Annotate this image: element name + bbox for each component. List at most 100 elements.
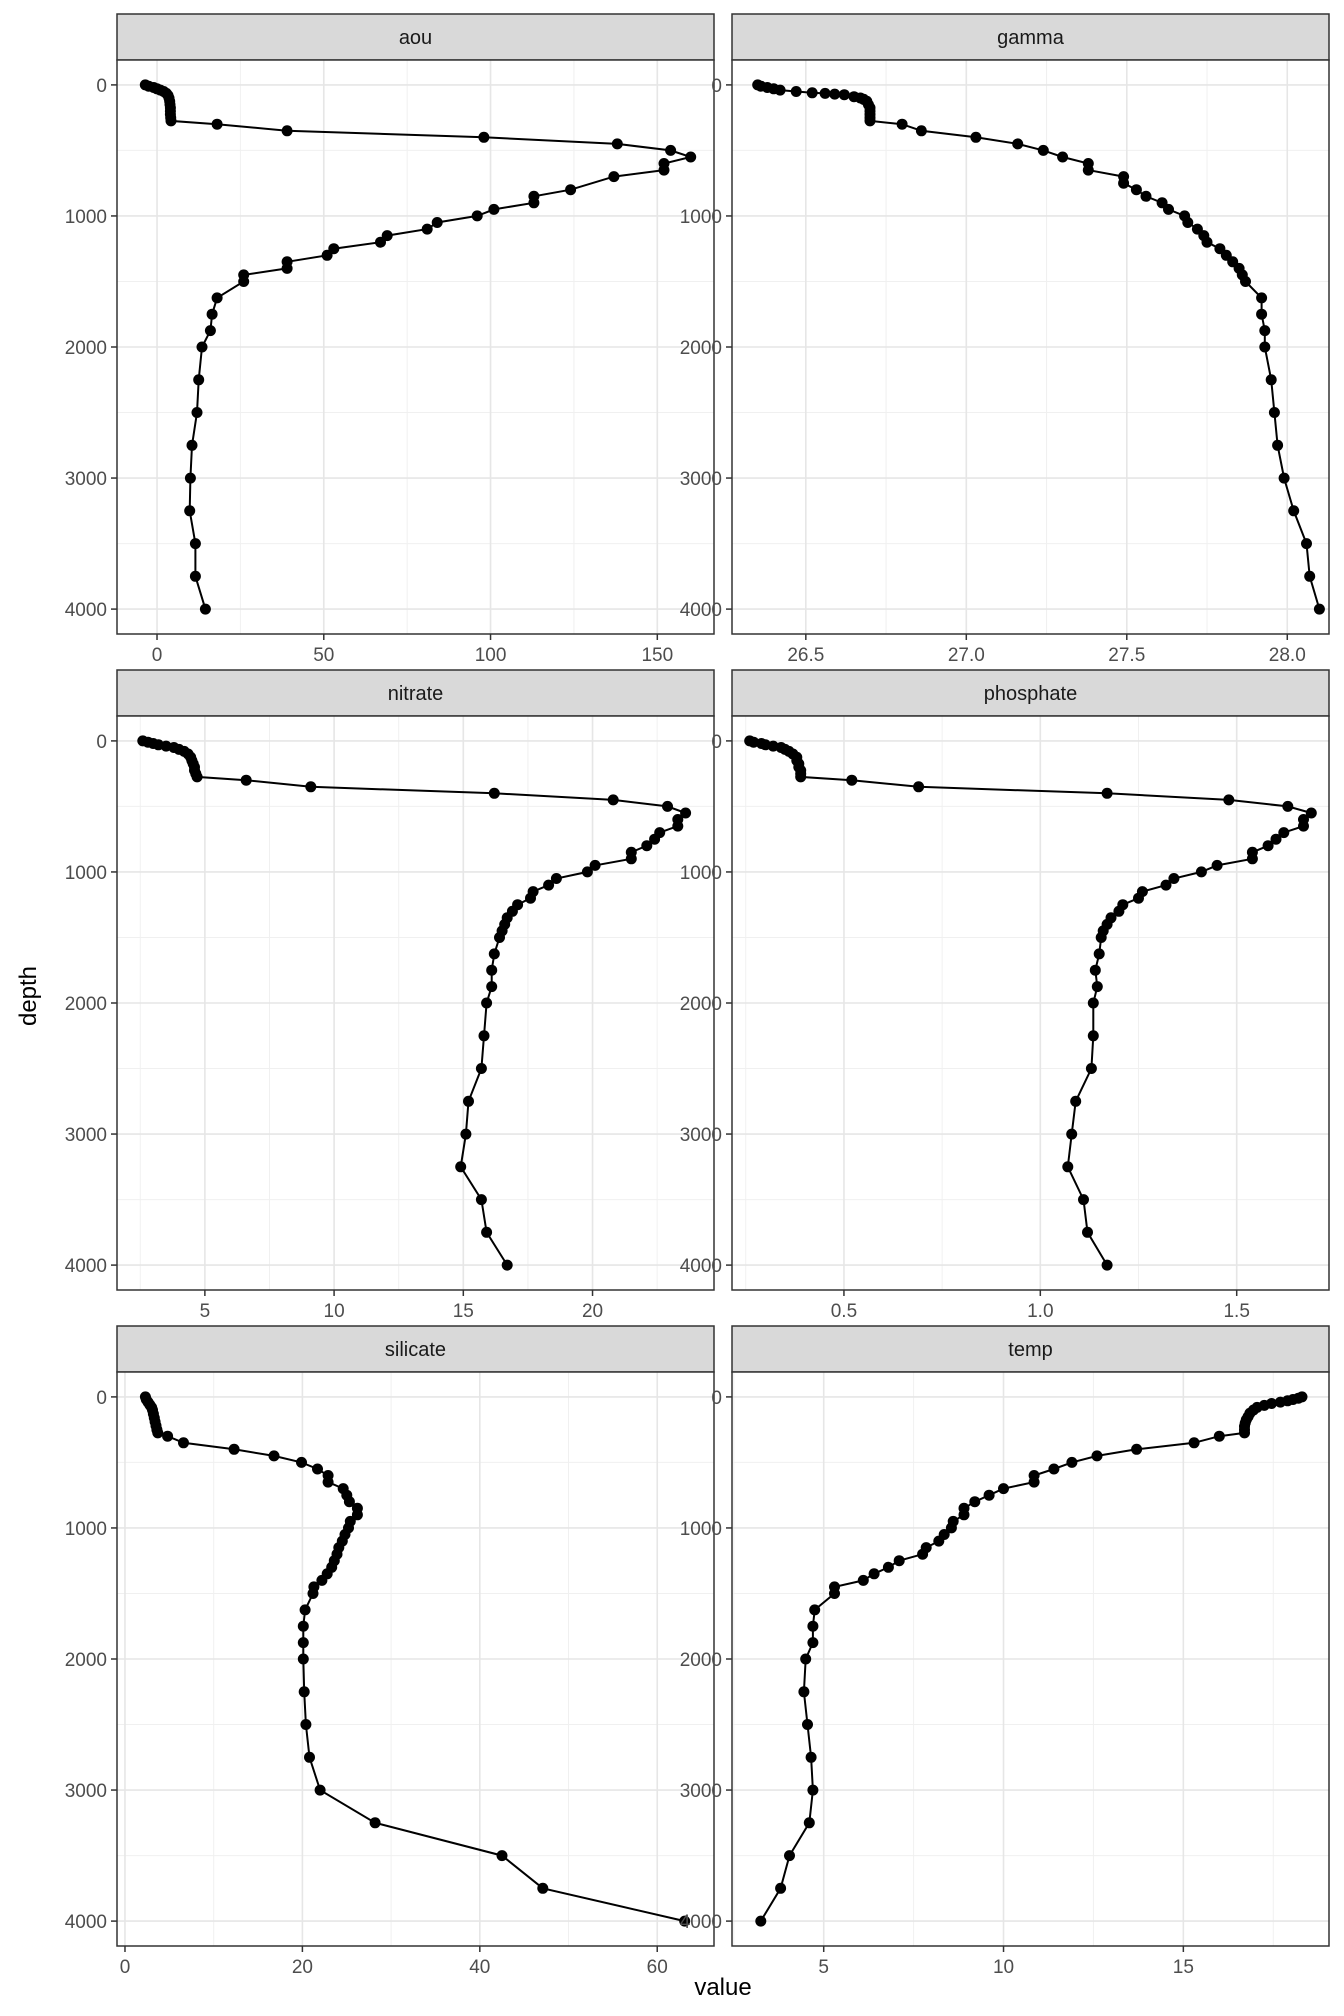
data-point xyxy=(784,1850,795,1862)
y-tick-label: 0 xyxy=(711,1388,722,1409)
data-point xyxy=(680,807,692,819)
data-point xyxy=(838,89,850,101)
data-point xyxy=(1089,964,1101,976)
data-point xyxy=(304,1751,315,1763)
y-tick-label: 3000 xyxy=(65,469,107,490)
y-tick-label: 0 xyxy=(711,732,722,753)
data-point xyxy=(1078,1194,1089,1206)
data-point xyxy=(819,87,831,99)
data-point xyxy=(1298,820,1309,832)
data-point xyxy=(1182,217,1194,228)
data-point xyxy=(1057,151,1069,163)
data-point xyxy=(1262,840,1274,852)
data-point xyxy=(679,1915,691,1927)
data-point xyxy=(1301,538,1312,550)
data-point xyxy=(1066,1456,1078,1468)
data-point xyxy=(322,1476,334,1488)
data-point xyxy=(1305,807,1317,819)
data-point xyxy=(893,1555,905,1567)
data-point xyxy=(1270,833,1282,845)
y-tick-label: 3000 xyxy=(65,1125,107,1146)
facet-aou: aou 0 50 100 150 0 1000 2000 3000 4000 xyxy=(65,13,715,666)
data-point xyxy=(455,1161,467,1173)
data-point xyxy=(896,118,908,130)
data-point xyxy=(189,570,201,582)
facet-strip-label-nitrate: nitrate xyxy=(388,683,444,705)
data-point xyxy=(184,472,196,484)
data-point xyxy=(800,1653,812,1665)
facet-strip-label-silicate: silicate xyxy=(385,1339,446,1361)
data-point xyxy=(846,774,858,786)
data-point xyxy=(481,997,493,1009)
data-point xyxy=(807,1620,819,1632)
data-point xyxy=(1012,138,1024,150)
data-point xyxy=(1133,892,1144,904)
data-point xyxy=(1091,981,1103,993)
facet-strip-label-gamma: gamma xyxy=(997,27,1065,49)
data-point xyxy=(178,1437,189,1449)
data-point xyxy=(1256,308,1268,320)
data-point xyxy=(672,820,684,832)
data-point xyxy=(381,230,393,242)
data-point xyxy=(969,1496,981,1508)
facet-strip-phosphate xyxy=(731,669,1330,717)
y-tick-label: 3000 xyxy=(680,1125,722,1146)
x-tick-label: 28.0 xyxy=(1269,645,1306,666)
facet-strip-silicate xyxy=(116,1325,715,1373)
data-point xyxy=(162,1430,174,1442)
data-point xyxy=(478,131,490,143)
x-tick-label: 20 xyxy=(292,1957,313,1978)
x-tick-label: 26.5 xyxy=(787,645,824,666)
data-point xyxy=(199,603,211,615)
data-point xyxy=(238,276,250,287)
data-point xyxy=(305,781,317,793)
data-point xyxy=(550,873,562,884)
data-point xyxy=(1101,1259,1113,1271)
data-point xyxy=(1163,203,1174,215)
x-tick-label: 27.5 xyxy=(1108,645,1145,666)
data-point xyxy=(268,1450,280,1462)
data-point xyxy=(774,84,786,96)
x-tick-label: 10 xyxy=(324,1301,345,1322)
data-point xyxy=(191,771,203,783)
data-point xyxy=(1268,407,1280,418)
data-point xyxy=(829,88,841,100)
data-point xyxy=(1265,374,1277,386)
data-point xyxy=(486,981,498,993)
data-point xyxy=(1256,292,1268,304)
data-point xyxy=(803,1817,815,1829)
y-tick-label: 4000 xyxy=(680,1912,722,1933)
data-point xyxy=(1118,177,1130,189)
data-point xyxy=(1278,472,1290,484)
x-tick-label: 0 xyxy=(120,1957,131,1978)
data-point xyxy=(1272,439,1284,451)
data-point xyxy=(608,171,620,183)
data-point xyxy=(802,1719,813,1730)
facet-nitrate: nitrate 5 10 15 20 0 1000 2000 3000 4000 xyxy=(65,669,715,1322)
y-tick-label: 2000 xyxy=(65,994,107,1015)
data-point xyxy=(186,439,198,451)
data-point xyxy=(299,1604,311,1616)
data-point xyxy=(915,125,927,137)
data-point xyxy=(343,1496,355,1508)
data-point xyxy=(528,197,540,209)
data-point xyxy=(1246,853,1258,865)
data-point xyxy=(478,1030,490,1042)
y-tick-label: 4000 xyxy=(65,600,107,621)
data-point xyxy=(296,1456,307,1468)
data-point xyxy=(649,833,661,845)
data-point xyxy=(589,859,601,871)
y-tick-label: 1000 xyxy=(65,1519,107,1540)
data-point xyxy=(658,164,670,176)
data-point xyxy=(204,325,216,337)
data-point xyxy=(917,1548,929,1560)
data-point xyxy=(1313,603,1325,615)
data-point xyxy=(755,1915,767,1927)
data-point xyxy=(321,249,333,261)
x-tick-label: 27.0 xyxy=(948,645,985,666)
facet-strip-label-aou: aou xyxy=(399,27,432,49)
data-point xyxy=(1278,827,1290,839)
data-point xyxy=(625,853,637,865)
y-tick-label: 2000 xyxy=(680,1650,722,1671)
